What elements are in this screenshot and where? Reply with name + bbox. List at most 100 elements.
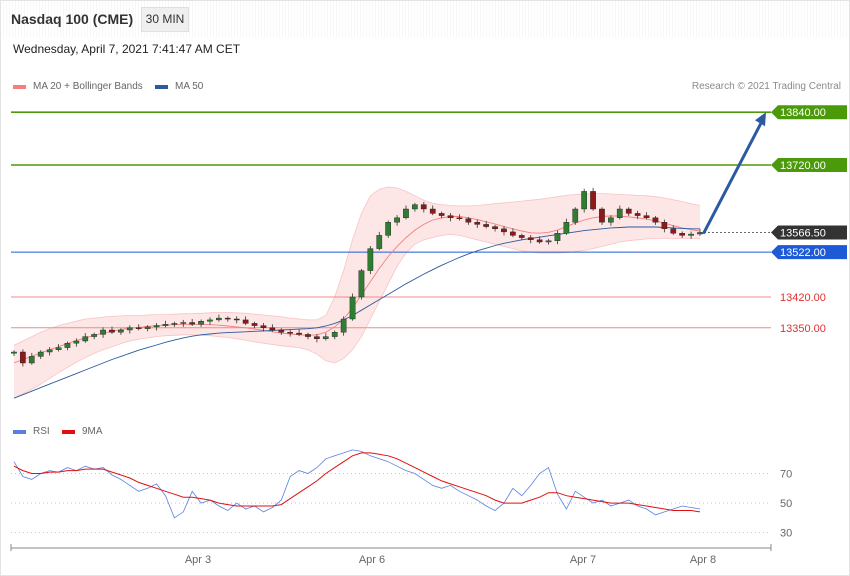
candle-body: [510, 231, 516, 236]
candle-body: [545, 240, 552, 243]
candle-body: [394, 217, 400, 223]
level-label-2: 13522.00: [780, 247, 826, 259]
candle-body: [278, 329, 285, 333]
x-tick-label-2: Apr 7: [570, 554, 596, 566]
candle-body: [483, 224, 490, 227]
candle-body: [314, 336, 320, 340]
candle-body: [20, 351, 26, 364]
candle-body: [340, 318, 347, 333]
candle-body: [171, 323, 178, 325]
candle-body: [492, 226, 498, 230]
ma50-swatch: [155, 84, 168, 89]
candle-body: [37, 351, 44, 357]
level-label-1: 13720.00: [780, 160, 826, 172]
candle-body: [331, 332, 338, 337]
level-tag-1: [771, 158, 847, 172]
level-label-4: 13350.00: [780, 323, 826, 335]
last-price-label: 13566.50: [780, 228, 826, 240]
x-tick-label-3: Apr 8: [690, 554, 716, 566]
candle-body: [296, 332, 302, 335]
candle-body: [385, 221, 392, 236]
rsi-line: [13, 449, 701, 519]
candle-body: [429, 208, 436, 214]
rsi-9ma-line: [13, 452, 701, 513]
candle-body: [474, 221, 481, 225]
candle-body: [109, 329, 115, 333]
candle-body: [153, 325, 160, 328]
candle-body: [117, 329, 124, 333]
ma9-legend-label: 9MA: [82, 426, 103, 437]
bollinger-band-area: [14, 187, 700, 399]
candle-body: [73, 340, 80, 344]
candle-body: [260, 325, 267, 329]
candle-body: [322, 336, 329, 340]
ma20-swatch: [13, 84, 26, 89]
candle-body: [536, 239, 543, 243]
candle-body: [91, 334, 98, 337]
candle-body: [554, 232, 561, 241]
legend-9ma: 9MA: [62, 426, 103, 437]
candle-body: [126, 327, 133, 331]
target-arrow-head: [755, 112, 766, 127]
candle-body: [625, 208, 632, 214]
candle-body: [403, 208, 409, 219]
candle-body: [11, 351, 17, 354]
candle-body: [287, 332, 294, 334]
last-price-tag: [771, 225, 847, 240]
candle-body: [599, 208, 605, 223]
candle-body: [697, 232, 703, 235]
candle-body: [438, 213, 445, 216]
candle-body: [456, 217, 463, 220]
level-tag-0: [771, 105, 847, 120]
candle-body: [420, 204, 427, 210]
credit-text: Research © 2021 Trading Central: [691, 81, 841, 92]
x-tick-label-0: Apr 3: [185, 554, 211, 566]
candle-body: [162, 324, 169, 326]
rsi-tick-label-0: 70: [780, 469, 792, 481]
legend-rsi: RSI: [13, 426, 50, 437]
candle-body: [207, 319, 213, 322]
candle-body: [616, 208, 623, 219]
legend-ma50: MA 50: [155, 81, 203, 92]
level-label-0: 13840.00: [780, 107, 826, 119]
level-label-3: 13420.00: [780, 292, 826, 304]
candle-body: [55, 347, 62, 351]
candle-body: [590, 191, 596, 210]
candle-body: [670, 228, 677, 234]
x-tick-label-1: Apr 6: [359, 554, 385, 566]
candle-body: [180, 322, 187, 324]
candle-body: [64, 343, 71, 348]
timeframe-badge[interactable]: 30 MIN: [141, 7, 189, 32]
candle-body: [643, 215, 650, 219]
candle-body: [135, 327, 142, 329]
rsi-tick-label-2: 30: [780, 528, 792, 540]
candle-body: [661, 221, 668, 229]
candle-body: [82, 336, 89, 342]
candle-body: [465, 218, 472, 223]
candle-body: [251, 323, 258, 326]
legend-ma20: MA 20 + Bollinger Bands: [13, 81, 143, 92]
candle-body: [46, 349, 53, 353]
candle-body: [144, 326, 151, 329]
candle-body: [305, 334, 311, 337]
candle-body: [367, 248, 374, 271]
candle-body: [634, 213, 641, 216]
bollinger-lower-line: [13, 234, 700, 399]
level-tag-2: [771, 245, 847, 260]
rsi-tick-label-1: 50: [780, 498, 792, 510]
candle-body: [198, 321, 204, 325]
candle-body: [501, 228, 507, 233]
candle-body: [215, 317, 222, 321]
rsi-swatch: [13, 429, 26, 434]
candle-body: [233, 318, 240, 321]
candle-body: [608, 217, 614, 223]
candle-body: [527, 237, 534, 241]
candle-body: [269, 327, 276, 331]
candle-body: [688, 233, 694, 236]
candle-body: [679, 232, 686, 236]
ma9-swatch: [62, 429, 75, 434]
instrument-title: Nasdaq 100 (CME): [11, 11, 134, 27]
candle-body: [572, 208, 579, 223]
candle-body: [28, 356, 35, 364]
